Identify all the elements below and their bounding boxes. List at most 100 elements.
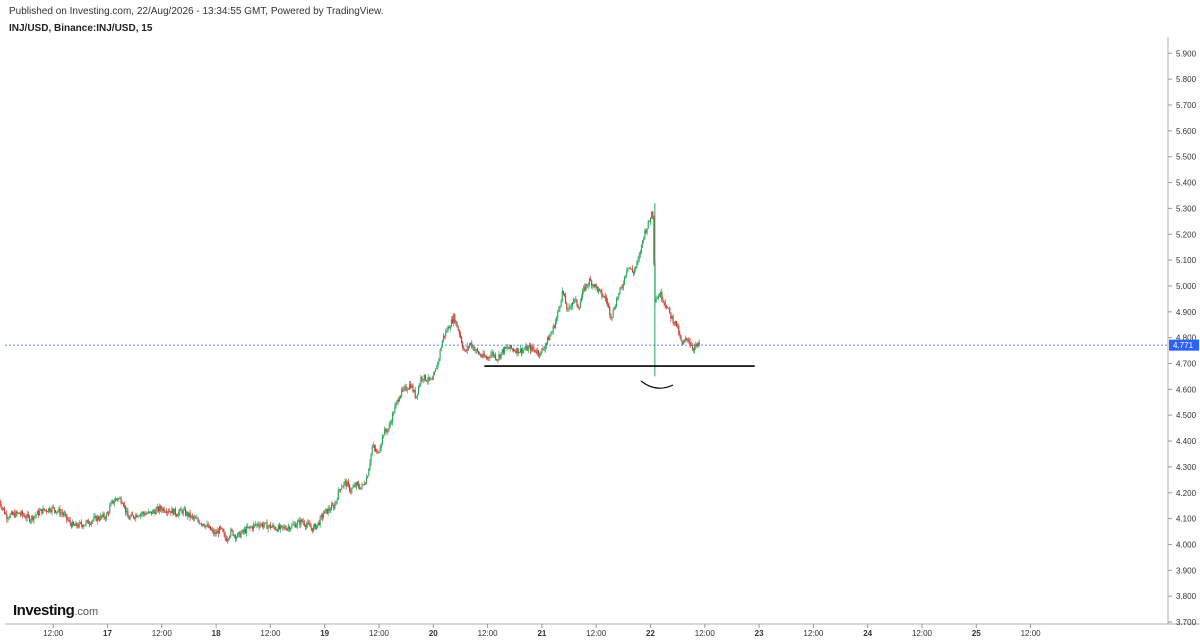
candle-body xyxy=(367,475,369,478)
candle-body xyxy=(252,524,254,530)
candle-body xyxy=(630,268,632,270)
investing-logo[interactable]: Investing.com xyxy=(13,602,98,621)
candle-body xyxy=(432,374,434,380)
candle-body xyxy=(32,516,34,521)
candle-body xyxy=(263,525,265,527)
candle-body xyxy=(649,218,652,222)
candle-body xyxy=(8,517,10,519)
candle-body xyxy=(23,514,25,516)
candle-body xyxy=(652,211,654,217)
candle-body xyxy=(13,512,15,515)
candle-body xyxy=(406,389,408,391)
candle-body xyxy=(212,529,214,531)
candle-body xyxy=(640,244,642,253)
y-tick-label: 4.600 xyxy=(1176,385,1197,394)
candle-body xyxy=(181,510,183,514)
candle-body xyxy=(223,531,225,534)
candle-body xyxy=(353,485,355,487)
candle-body xyxy=(456,321,458,328)
y-tick-label: 5.400 xyxy=(1176,179,1197,188)
symbol-title: INJ/USD, Binance:INJ/USD, 15 xyxy=(9,23,153,34)
candle-body xyxy=(67,519,69,521)
candle-body xyxy=(122,503,124,506)
candle-body xyxy=(532,346,534,350)
candle-body xyxy=(628,267,630,269)
wick-arc-annotation xyxy=(640,380,674,389)
candle-body xyxy=(208,526,210,528)
candle-body xyxy=(458,330,460,334)
candle-body xyxy=(307,522,309,525)
y-tick-label: 5.500 xyxy=(1176,153,1197,162)
candle-body xyxy=(332,505,334,506)
x-tick-label: 18 xyxy=(212,629,221,638)
candle-body xyxy=(496,359,498,361)
candle-body xyxy=(646,228,648,233)
candle-body xyxy=(404,386,406,388)
candle-body xyxy=(125,505,127,513)
candle-body xyxy=(154,511,156,515)
candle-body xyxy=(272,525,274,527)
candle-body xyxy=(143,512,145,514)
candle-body xyxy=(619,288,621,293)
candle-body xyxy=(273,525,275,528)
candle-body xyxy=(388,424,390,429)
candle-body xyxy=(601,291,603,297)
candle-body xyxy=(215,532,217,534)
candle-body xyxy=(360,487,362,490)
candle-body xyxy=(119,498,121,499)
x-tick-label: 12:00 xyxy=(1021,629,1042,638)
candle-body xyxy=(414,390,416,398)
candle-body xyxy=(505,346,507,349)
candle-body xyxy=(126,510,128,513)
candle-body xyxy=(108,512,110,514)
candle-body xyxy=(453,314,455,323)
candle-body xyxy=(359,487,361,490)
x-tick-label: 25 xyxy=(972,629,981,638)
candle-body xyxy=(158,506,161,512)
candle-body xyxy=(123,505,126,507)
candle-body xyxy=(88,523,90,525)
candle-body xyxy=(195,517,197,519)
candle-body xyxy=(211,529,213,531)
candle-body xyxy=(237,533,239,538)
candle-body xyxy=(198,521,200,524)
candle-body xyxy=(476,349,478,352)
candle-body xyxy=(203,524,205,526)
candle-body xyxy=(567,308,569,310)
candle-body xyxy=(665,305,667,309)
candle-body xyxy=(487,357,489,359)
candle-body xyxy=(46,511,49,513)
candle-body xyxy=(59,508,61,515)
candle-body xyxy=(31,516,33,521)
candle-body xyxy=(545,342,547,346)
candle-body xyxy=(260,523,262,525)
y-tick-label: 4.800 xyxy=(1176,334,1197,343)
candle-body xyxy=(155,509,157,515)
candle-body xyxy=(366,477,368,484)
candle-body xyxy=(220,526,222,528)
candle-body xyxy=(626,270,628,276)
candle-body xyxy=(36,511,38,515)
candle-body xyxy=(472,346,474,348)
candle-body xyxy=(358,483,360,488)
candle-body xyxy=(52,506,54,508)
candle-body xyxy=(139,513,141,516)
candle-body xyxy=(177,515,179,517)
candle-body xyxy=(664,302,666,306)
candle-body xyxy=(261,523,264,527)
candle-body xyxy=(323,513,325,518)
candle-body xyxy=(161,508,163,511)
candle-body xyxy=(539,354,541,356)
candle-body xyxy=(97,516,99,520)
candle-body xyxy=(464,349,466,351)
candle-body xyxy=(430,379,432,380)
candle-body xyxy=(350,490,352,492)
candle-body xyxy=(140,513,142,515)
candle-body xyxy=(86,519,88,522)
candle-body xyxy=(656,297,658,299)
candle-body xyxy=(445,331,447,337)
candle-body xyxy=(608,303,610,307)
candle-body xyxy=(420,377,422,385)
candle-body xyxy=(614,306,616,310)
